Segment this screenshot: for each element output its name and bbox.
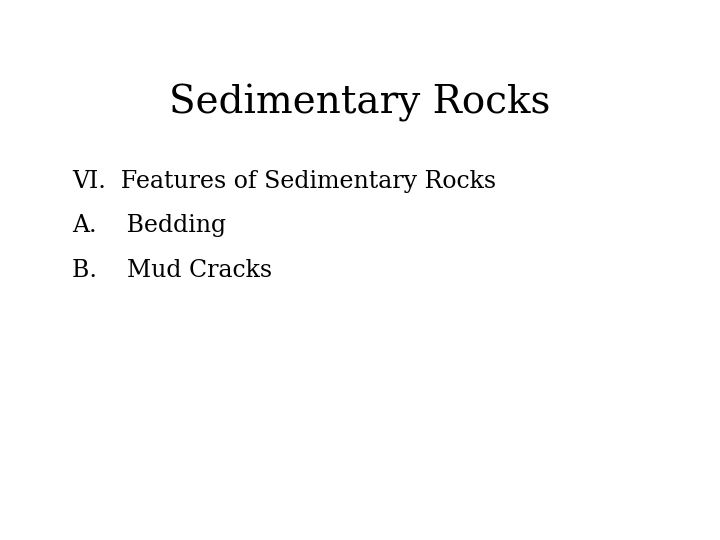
Text: A.    Bedding: A. Bedding bbox=[72, 214, 226, 238]
Text: B.    Mud Cracks: B. Mud Cracks bbox=[72, 259, 272, 282]
Text: Sedimentary Rocks: Sedimentary Rocks bbox=[169, 84, 551, 122]
Text: VI.  Features of Sedimentary Rocks: VI. Features of Sedimentary Rocks bbox=[72, 170, 496, 193]
